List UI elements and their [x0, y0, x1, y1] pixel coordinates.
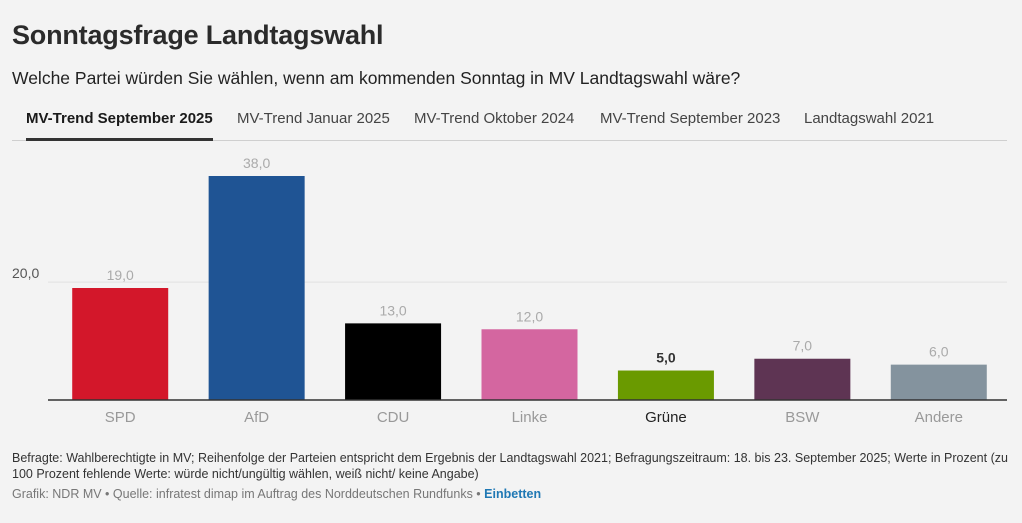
data-label: 12,0 — [516, 308, 543, 324]
tab-mv-trend-september-2025[interactable]: MV-Trend September 2025 — [26, 100, 213, 141]
y-tick-label: 20,0 — [12, 265, 39, 281]
x-tick-label: Grüne — [645, 409, 687, 426]
bar-grüne — [617, 370, 714, 400]
x-tick-label: BSW — [785, 409, 820, 426]
tab-mv-trend-oktober-2024[interactable]: MV-Trend Oktober 2024 — [414, 110, 575, 127]
bar-cdu — [345, 323, 442, 400]
x-tick-label: Linke — [512, 409, 548, 426]
source-line: Grafik: NDR MV • Quelle: infratest dimap… — [12, 487, 541, 501]
bar-linke — [481, 329, 578, 400]
bar-chart: 20,0 19,0 SPD 38,0 AfD 13,0 CDU 12,0 Linke 5,0 Grü… — [12, 155, 1007, 426]
bar-afd — [208, 176, 305, 400]
tab-mv-trend-september-2023[interactable]: MV-Trend September 2023 — [600, 110, 781, 127]
data-label: 5,0 — [656, 350, 676, 366]
data-label: 19,0 — [107, 267, 134, 283]
data-label: 13,0 — [379, 302, 406, 318]
x-tick-label: AfD — [244, 409, 269, 426]
page-title: Sonntagsfrage Landtagswahl — [12, 20, 384, 50]
tab-bar: MV-Trend September 2025 MV-Trend Januar … — [12, 100, 1007, 141]
x-tick-label: SPD — [105, 409, 136, 426]
x-tick-label: Andere — [915, 409, 963, 426]
data-label: 6,0 — [929, 344, 949, 360]
tab-landtagswahl-2021[interactable]: Landtagswahl 2021 — [804, 110, 935, 127]
data-label: 38,0 — [243, 155, 270, 171]
subtitle: Welche Partei würden Sie wählen, wenn am… — [12, 68, 741, 88]
source-text: Grafik: NDR MV • Quelle: infratest dimap… — [12, 487, 481, 501]
bar-andere — [890, 364, 987, 400]
bar-bsw — [754, 358, 851, 400]
x-tick-label: CDU — [377, 409, 410, 426]
bar-spd — [72, 288, 169, 400]
tab-mv-trend-januar-2025[interactable]: MV-Trend Januar 2025 — [237, 110, 390, 127]
embed-link[interactable]: Einbetten — [484, 487, 542, 501]
footnote: Befragte: Wahlberechtigte in MV; Reihenf… — [12, 451, 1008, 481]
data-label: 7,0 — [793, 338, 813, 354]
